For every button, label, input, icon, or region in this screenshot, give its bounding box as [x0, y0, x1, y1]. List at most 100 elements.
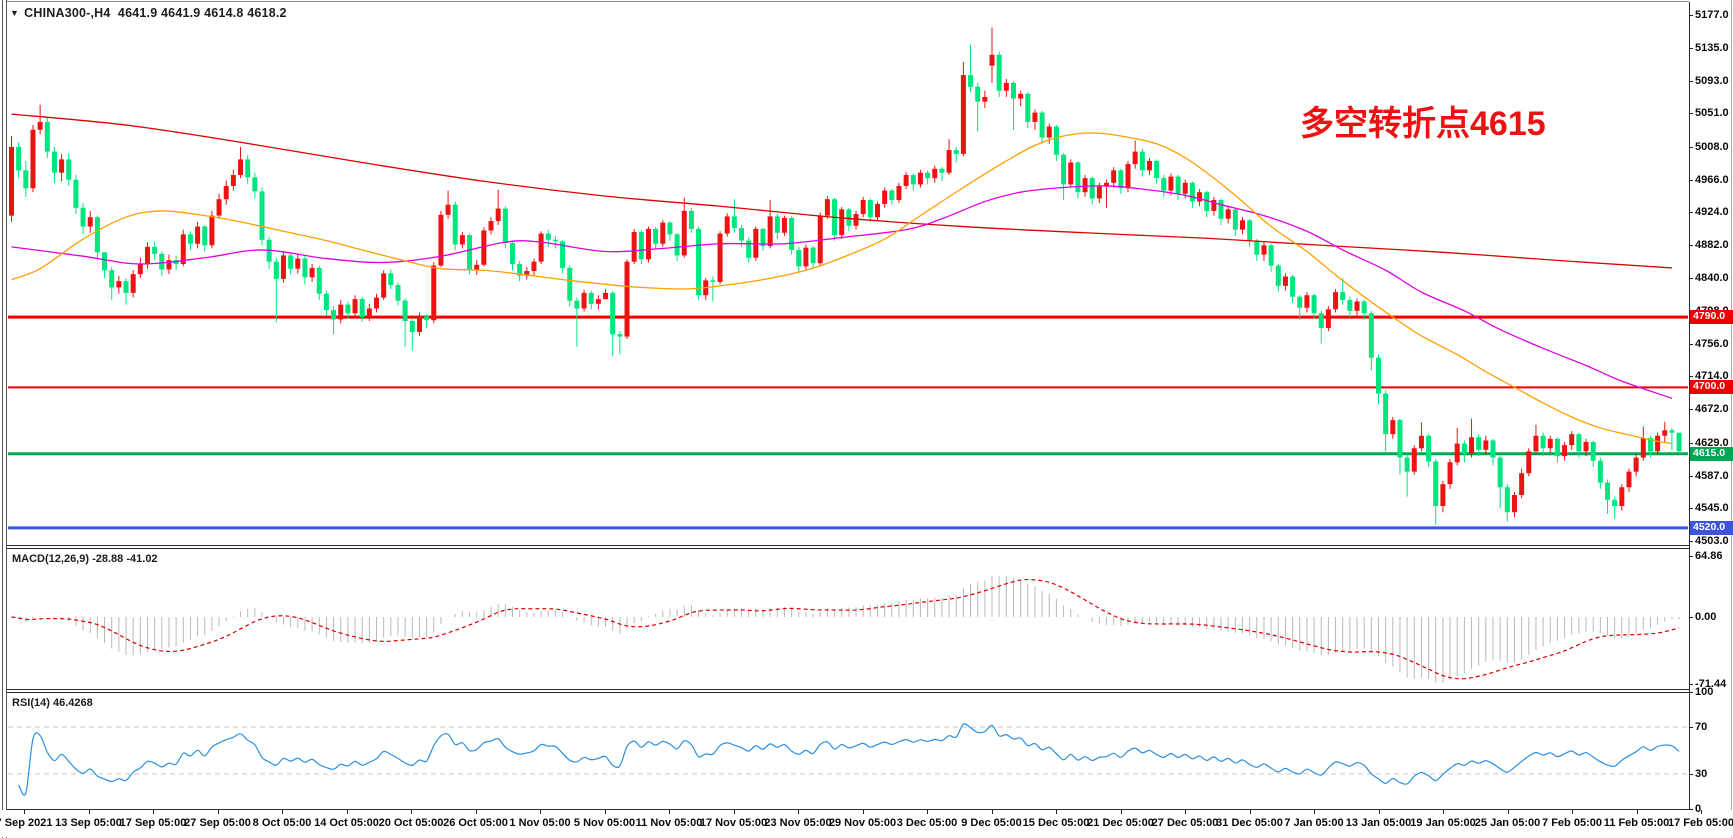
rsi-scale-label: 30 — [1695, 767, 1708, 780]
time-tick — [346, 810, 348, 814]
time-tick-label: 25 Jan 05:00 — [1474, 817, 1541, 829]
time-tick — [24, 810, 25, 814]
time-tick-label: 19 Jan 05:00 — [1410, 817, 1476, 829]
time-tick-label: 20 Oct 05:00 — [378, 817, 444, 829]
time-tick — [1185, 810, 1186, 814]
time-tick-label: 27 Dec 05:00 — [1151, 817, 1219, 829]
level-price-badge: 4615.0 — [1690, 446, 1733, 461]
rsi-value: 46.4268 — [52, 697, 93, 709]
time-tick — [1443, 810, 1444, 814]
rsi-scale-label-tick — [1689, 692, 1693, 693]
macd-scale-label: 0.00 — [1695, 611, 1717, 623]
time-tick-label: 14 Oct 05:00 — [314, 817, 379, 829]
rsi-scale-label-tick — [1689, 809, 1693, 810]
time-tick-label: 7 Sep 2021 — [0, 817, 53, 829]
rsi-scale-label: 0 — [1695, 803, 1702, 815]
level-price-badge: 4700.0 — [1690, 380, 1733, 395]
time-tick — [282, 810, 283, 814]
time-tick — [475, 810, 477, 814]
time-tick — [1636, 810, 1638, 814]
price-tick-label-tick — [1689, 113, 1693, 115]
window-right-border — [1731, 0, 1732, 838]
price-tick-label-tick — [1689, 212, 1693, 214]
time-tick-label: 13 Sep 05:00 — [55, 817, 122, 829]
time-tick — [862, 810, 864, 814]
price-tick-label: 4629.0 — [1695, 436, 1729, 449]
level-price-badge: 4520.0 — [1690, 520, 1733, 535]
time-tick — [217, 810, 219, 814]
time-tick — [88, 810, 90, 814]
moving-averages-layer — [11, 113, 1673, 445]
time-tick-label: 21 Dec 05:00 — [1087, 817, 1154, 829]
macd-signal-value: -41.02 — [126, 553, 158, 565]
ohlc-quote: 4641.9 4641.9 4614.8 4618.2 — [117, 6, 287, 20]
time-axis[interactable]: 7 Sep 2021 13 Sep 05:00 17 Sep 05:00 27 Sep… — [0, 810, 1733, 837]
price-tick-label-tick — [1689, 179, 1693, 181]
price-tick-label-tick — [1689, 278, 1693, 280]
macd-panel[interactable] — [7, 548, 1689, 690]
price-tick-label-tick — [1689, 245, 1693, 247]
time-tick-label: 29 Nov 05:00 — [828, 817, 897, 829]
price-tick-label-tick — [1689, 15, 1693, 16]
rsi-panel[interactable] — [7, 692, 1689, 810]
price-tick-label: 4966.0 — [1695, 173, 1729, 186]
time-tick — [1378, 810, 1380, 814]
symbol-dropdown-icon[interactable]: ▼ — [10, 8, 20, 18]
rsi-scale-label: 70 — [1695, 721, 1708, 734]
price-tick-label: 4714.0 — [1695, 370, 1729, 383]
window-left-border — [2, 0, 3, 838]
rsi-name: RSI(14) — [12, 697, 50, 709]
price-tick-label: 5051.0 — [1695, 107, 1729, 120]
macd-scale-label-tick — [1689, 684, 1693, 686]
macd-scale-label-tick — [1689, 555, 1693, 557]
time-tick-label: 11 Feb 05:00 — [1603, 817, 1670, 829]
time-tick — [540, 810, 541, 814]
price-tick-label: 5093.0 — [1695, 74, 1729, 87]
macd-label: MACD(12,26,9) -28.88 -41.02 — [12, 553, 158, 565]
time-tick — [669, 810, 670, 814]
price-tick-label-tick — [1689, 376, 1693, 378]
chart-title: ▼ CHINA300-,H4 4641.9 4641.9 4614.8 4618.… — [10, 6, 287, 20]
price-tick-label: 4587.0 — [1695, 469, 1729, 482]
macd-scale-label: 64.86 — [1695, 549, 1723, 562]
ma-mid-magenta — [11, 185, 1673, 399]
time-tick-label: 17 Nov 05:00 — [699, 817, 768, 829]
time-tick-label: 26 Oct 05:00 — [443, 817, 508, 829]
time-tick — [798, 810, 799, 814]
time-tick-label: 17 Sep 05:00 — [119, 817, 187, 829]
macd-layer — [11, 576, 1680, 683]
price-tick-label-tick — [1689, 146, 1693, 148]
time-tick — [927, 810, 928, 814]
price-tick-label: 5177.0 — [1695, 9, 1729, 21]
price-tick-label: 4545.0 — [1695, 502, 1729, 515]
time-tick-label: 1 Nov 05:00 — [509, 817, 571, 829]
ma-long-red — [11, 113, 1672, 269]
time-tick — [1056, 810, 1057, 814]
time-tick-label: 13 Jan 05:00 — [1345, 817, 1412, 829]
time-tick-label: 7 Jan 05:00 — [1284, 817, 1344, 829]
price-tick-label: 4756.0 — [1695, 337, 1729, 350]
time-tick-label: 17 Feb 05:00 — [1667, 817, 1733, 829]
rsi-label: RSI(14) 46.4268 — [12, 697, 93, 709]
price-tick-label-tick — [1689, 47, 1693, 49]
price-tick-label: 4672.0 — [1695, 403, 1729, 416]
price-tick-label-tick — [1689, 442, 1693, 444]
ma-short-orange — [11, 132, 1673, 445]
price-tick-label: 4503.0 — [1695, 535, 1729, 548]
price-axis-border — [1689, 2, 1690, 810]
time-tick-label: 23 Nov 05:00 — [764, 817, 832, 829]
macd-scale-label: -71.44 — [1695, 678, 1727, 691]
price-tick-label: 5008.0 — [1695, 140, 1729, 153]
time-tick-label: 9 Dec 05:00 — [961, 817, 1022, 829]
time-tick-label: 15 Dec 05:00 — [1022, 817, 1090, 829]
macd-scale-label-tick — [1689, 617, 1693, 618]
time-tick-label: 31 Dec 05:00 — [1216, 817, 1283, 829]
price-tick-label: 4882.0 — [1695, 239, 1729, 252]
rsi-layer — [8, 723, 1688, 796]
time-tick — [1249, 810, 1251, 814]
time-tick — [991, 810, 993, 814]
rsi-scale-label-tick — [1689, 727, 1693, 729]
level-lines-layer — [8, 315, 1688, 530]
